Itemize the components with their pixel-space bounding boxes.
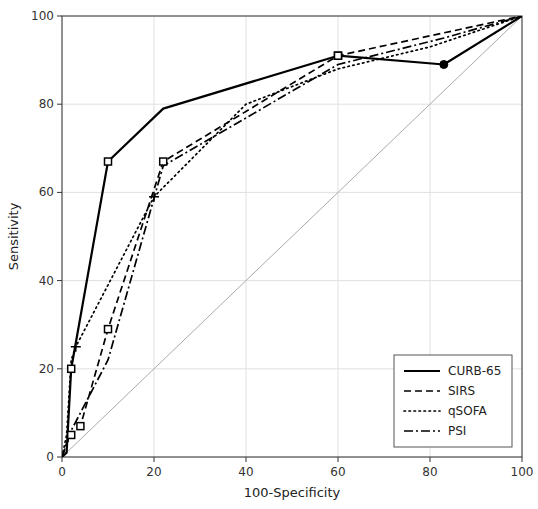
tick [57, 192, 62, 193]
tick-label: 40 [238, 465, 253, 479]
tick-label: 0 [58, 465, 66, 479]
grid-line [62, 192, 522, 193]
x-axis-label: 100-Specificity [244, 485, 341, 500]
tick [57, 104, 62, 105]
plot-frame [62, 16, 522, 457]
plot-background [62, 16, 522, 457]
legend: CURB-65 SIRS qSOFA PSI [394, 355, 512, 447]
tick-label: 0 [46, 450, 54, 464]
tick [246, 457, 247, 462]
tick [154, 457, 155, 462]
tick-label: 60 [39, 185, 54, 199]
grid-line [154, 16, 155, 457]
y-axis-label: Sensitivity [6, 202, 21, 270]
tick-label: 100 [31, 9, 54, 23]
legend-label: SIRS [448, 384, 475, 398]
marker [160, 158, 167, 165]
legend-label: CURB-65 [448, 364, 501, 378]
series-line [62, 16, 522, 457]
tick-label: 60 [330, 465, 345, 479]
marker [105, 158, 112, 165]
grid-line [338, 16, 339, 457]
legend-frame [394, 355, 512, 447]
tick-label: 80 [422, 465, 437, 479]
series-line [62, 16, 522, 457]
marker [105, 326, 112, 333]
marker [149, 192, 159, 202]
series-line [62, 16, 522, 457]
marker [71, 342, 81, 352]
legend-label: PSI [448, 424, 466, 438]
tick [57, 457, 62, 458]
marker [68, 365, 75, 372]
marker [77, 423, 84, 430]
tick [57, 280, 62, 281]
marker [335, 52, 342, 59]
tick [57, 16, 62, 17]
tick [62, 457, 63, 462]
marker [440, 61, 448, 69]
legend-label: qSOFA [448, 404, 487, 418]
legend-swatch [404, 370, 440, 372]
legend-swatch [404, 410, 440, 412]
tick-label: 20 [146, 465, 161, 479]
tick-label: 80 [39, 97, 54, 111]
tick [57, 368, 62, 369]
reference-line [62, 16, 522, 457]
tick [338, 457, 339, 462]
tick-label: 40 [39, 274, 54, 288]
grid-line [62, 104, 522, 105]
legend-swatch [404, 430, 440, 432]
series-line [62, 16, 522, 457]
marker [68, 431, 75, 438]
tick [430, 457, 431, 462]
tick-label: 20 [39, 362, 54, 376]
data-group [62, 16, 522, 457]
tick-label: 100 [511, 465, 534, 479]
legend-swatch [404, 390, 440, 392]
grid [62, 16, 522, 457]
marker [335, 52, 342, 59]
chart: 0 20 40 60 80 100 0 20 40 60 80 100 100-Specificity S… [0, 0, 538, 509]
grid-line [246, 16, 247, 457]
tick [522, 457, 523, 462]
